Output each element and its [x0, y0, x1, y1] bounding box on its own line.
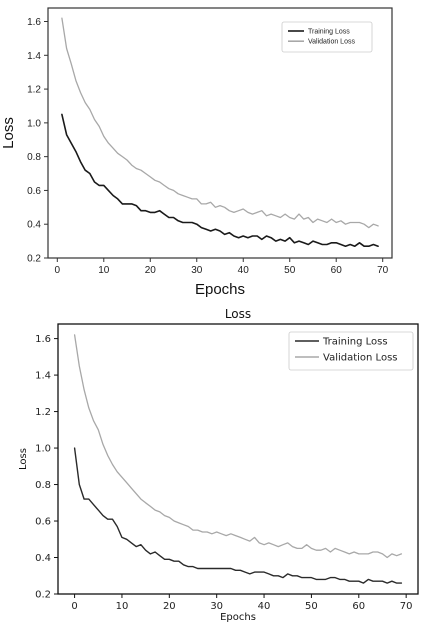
chart2-x-axis-label: Epochs: [220, 612, 256, 623]
chart1-y-tick-label: 1.2: [27, 85, 41, 96]
chart2-series-validation-loss-line: [73, 334, 403, 559]
chart2-y-tick-label: 1.4: [35, 371, 51, 382]
chart2-x-tick-label: 10: [116, 601, 129, 612]
chart1-legend: Training Loss Validation Loss: [281, 21, 373, 53]
chart2-x-tick-label: 0: [71, 601, 77, 612]
chart2-legend: Training Loss Validation Loss: [288, 331, 414, 371]
chart2-x-tick-label: 70: [400, 601, 413, 612]
chart1-x-tick-label: 50: [284, 265, 296, 276]
chart2-y-tick-label: 0.8: [35, 480, 51, 491]
chart2-legend-box: [288, 331, 414, 371]
chart2-x-tick-label: 50: [305, 601, 318, 612]
chart2-series-training-loss-line: [73, 447, 403, 584]
chart2-legend-label: Validation Loss: [323, 353, 398, 364]
chart1-series-training-loss-line: [61, 113, 379, 247]
chart1-series-validation-loss-line: [61, 17, 379, 229]
chart1-x-tick-label: 40: [238, 265, 250, 276]
chart2: Loss 0 10 20 30 40 50 60 70 0.2 0.4 0.6 0.8 1.0 1.2 1.4…: [18, 307, 419, 623]
chart1: 0 10 20 30 40 50 60 70 0.2 0.4 0.6 0.8 1.0 1.2 1.4 1.6 E…: [0, 7, 393, 298]
chart1-y-tick-label: 0.4: [27, 220, 41, 231]
chart1-x-axis-label: Epochs: [195, 281, 245, 298]
chart1-y-tick-label: 0.6: [27, 186, 41, 197]
chart1-y-axis-label: Loss: [0, 117, 17, 149]
chart2-x-tick-label: 30: [210, 601, 223, 612]
chart1-x-tick-label: 10: [98, 265, 110, 276]
chart2-y-tick-label: 0.4: [35, 553, 51, 564]
chart2-x-tick-label: 60: [352, 601, 365, 612]
chart1-y-tick-label: 1.4: [27, 51, 41, 62]
chart2-y-tick-label: 0.6: [35, 517, 51, 528]
chart1-y-tick-label: 1.0: [27, 118, 41, 129]
chart1-x-tick-label: 20: [145, 265, 157, 276]
chart2-x-tick-label: 40: [258, 601, 271, 612]
chart1-plot-frame: [47, 7, 393, 259]
chart2-y-tick-label: 0.2: [35, 590, 51, 601]
chart1-y-tick-label: 0.2: [27, 254, 41, 265]
chart2-legend-label: Training Loss: [322, 337, 388, 348]
chart1-x-tick-label: 0: [55, 265, 61, 276]
chart2-plot-frame: [57, 323, 419, 595]
chart2-y-tick-label: 1.0: [35, 444, 51, 455]
chart1-legend-label: Training Loss: [308, 29, 350, 36]
chart2-y-tick-label: 1.2: [35, 407, 51, 418]
chart1-x-tick-label: 70: [377, 265, 389, 276]
chart1-legend-box: [281, 21, 373, 53]
chart1-y-tick-label: 0.8: [27, 152, 41, 163]
chart1-x-tick-label: 30: [191, 265, 203, 276]
chart1-legend-label: Validation Loss: [308, 39, 355, 46]
chart2-x-tick-label: 20: [163, 601, 176, 612]
chart1-y-tick-label: 1.6: [27, 17, 41, 28]
chart2-y-tick-label: 1.6: [35, 334, 51, 345]
chart2-y-axis-label: Loss: [18, 448, 29, 470]
chart1-x-tick-label: 60: [331, 265, 343, 276]
chart2-title: Loss: [225, 307, 251, 321]
